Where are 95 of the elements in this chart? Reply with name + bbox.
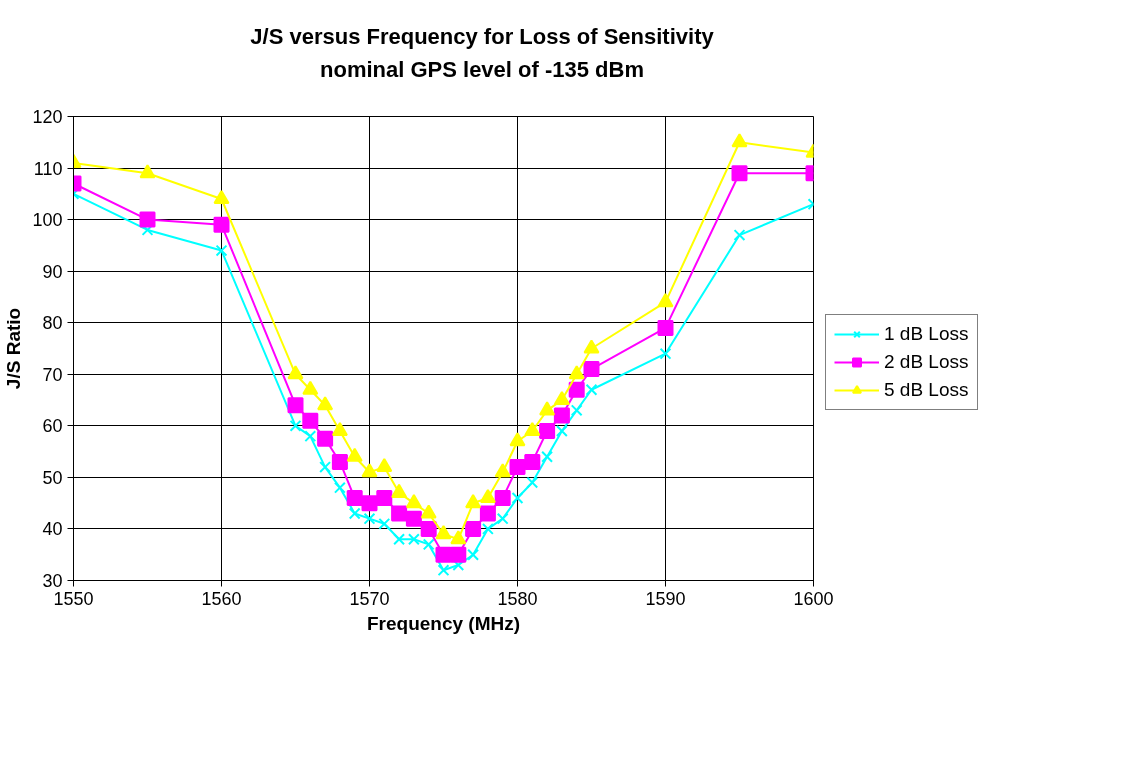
point: [420, 520, 437, 537]
x-tick-label: 1600: [793, 588, 834, 609]
point: [331, 421, 348, 437]
legend-label: 1 dB Loss: [884, 323, 969, 345]
point: [568, 381, 585, 398]
point: [583, 339, 600, 354]
point: [524, 421, 541, 437]
point: [405, 494, 422, 509]
point: [376, 490, 393, 507]
point: [479, 505, 496, 522]
y-axis-title: J/S Ratio: [3, 307, 25, 390]
x-tick-label: 1560: [201, 588, 242, 609]
point: [422, 538, 435, 551]
point: [524, 453, 541, 470]
point: [317, 430, 334, 447]
y-tick-label: 80: [42, 313, 63, 334]
y-tick-label: 30: [42, 571, 63, 591]
point: [553, 390, 570, 406]
point: [583, 361, 600, 378]
point: [494, 490, 511, 507]
point: [511, 492, 524, 504]
chart-title: J/S versus Frequency for Loss of Sensitivity nominal GPS level of -135 dBm: [250, 23, 714, 84]
point: [509, 459, 526, 476]
point: [420, 504, 437, 519]
point: [346, 490, 363, 507]
point: [539, 401, 556, 416]
point: [391, 505, 408, 522]
point: [481, 522, 494, 535]
point: [479, 488, 496, 504]
y-tick-label: 120: [32, 107, 63, 127]
point: [393, 533, 406, 546]
point: [496, 512, 509, 525]
y-tick-label: 50: [42, 467, 63, 488]
point: [568, 365, 585, 380]
x-tick-label: 1570: [349, 588, 390, 609]
point: [319, 461, 332, 474]
point: [213, 216, 230, 233]
point: [659, 347, 672, 360]
point: [494, 463, 511, 478]
point: [331, 453, 348, 470]
point: [302, 412, 319, 429]
point: [526, 476, 539, 489]
point: [287, 397, 304, 414]
point: [450, 530, 467, 545]
point: [585, 383, 598, 396]
x-tick-label: 1590: [645, 588, 686, 609]
point: [333, 481, 346, 494]
point: [539, 422, 556, 439]
point: [435, 525, 452, 540]
point: [657, 319, 674, 336]
point: [555, 425, 568, 437]
x-tick-label: 1550: [53, 588, 94, 609]
point: [733, 229, 746, 242]
y-tick-label: 70: [42, 364, 63, 385]
point: [467, 548, 480, 561]
point: [378, 517, 391, 530]
point: [435, 546, 452, 563]
y-tick-label: 60: [42, 416, 63, 437]
point: [731, 165, 748, 182]
point: [407, 533, 420, 546]
point: [139, 164, 156, 179]
point: [450, 546, 467, 563]
point: [405, 510, 422, 527]
point: [213, 189, 230, 205]
point: [376, 457, 393, 473]
y-tick-label: 90: [42, 261, 63, 282]
legend-label: 5 dB Loss: [884, 379, 969, 401]
legend-label: 2 dB Loss: [884, 351, 969, 373]
y-tick-label: 100: [32, 210, 63, 231]
point: [465, 494, 482, 509]
point: [541, 450, 554, 463]
x-tick-label: 1580: [497, 588, 538, 609]
point: [346, 447, 363, 462]
point: [287, 365, 304, 380]
point: [304, 430, 317, 443]
point: [139, 211, 156, 228]
y-tick-label: 40: [42, 519, 63, 540]
point: [363, 512, 376, 525]
point: [657, 293, 674, 308]
point: [289, 419, 302, 432]
point: [391, 483, 408, 498]
point: [437, 564, 450, 577]
point: [509, 432, 526, 447]
point: [215, 244, 228, 257]
point: [465, 520, 482, 537]
y-tick-label: 110: [33, 158, 63, 179]
point: [731, 133, 748, 148]
x-axis-title: Frequency (MHz): [366, 612, 521, 634]
point: [570, 404, 583, 417]
point: [302, 380, 319, 395]
point: [348, 507, 361, 520]
point: [361, 495, 378, 512]
point: [361, 463, 378, 478]
point: [317, 396, 334, 411]
point: [553, 407, 570, 424]
